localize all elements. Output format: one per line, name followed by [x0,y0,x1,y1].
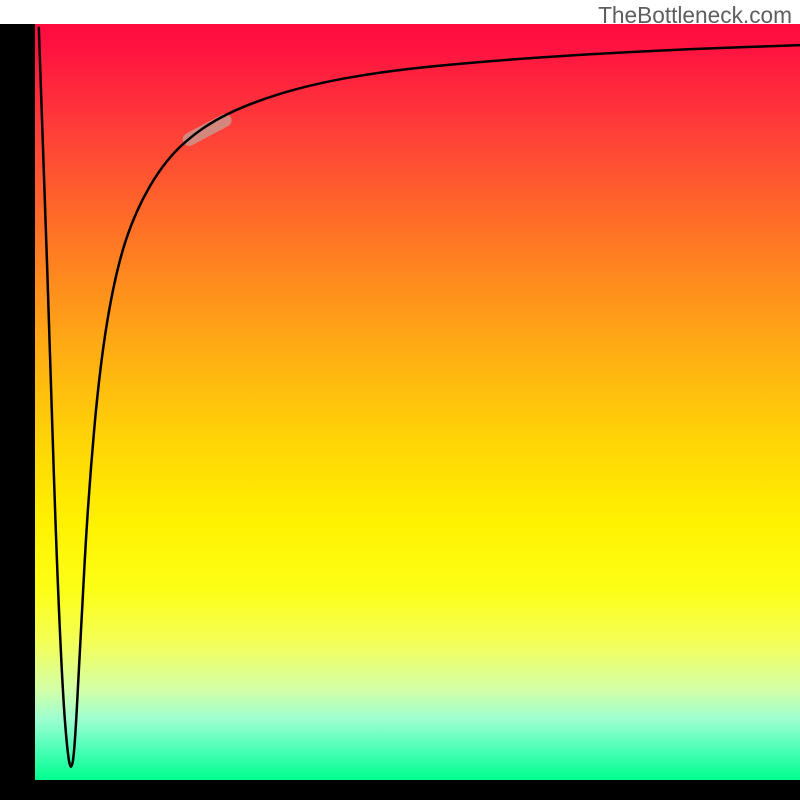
y-axis-band [0,24,35,780]
x-axis-band [0,780,800,800]
plot-area [35,24,800,780]
curve-highlight-marker [180,112,233,149]
curve-layer [35,24,800,780]
watermark-text: TheBottleneck.com [598,2,792,29]
chart-stage: TheBottleneck.com [0,0,800,800]
bottleneck-curve [39,28,800,767]
